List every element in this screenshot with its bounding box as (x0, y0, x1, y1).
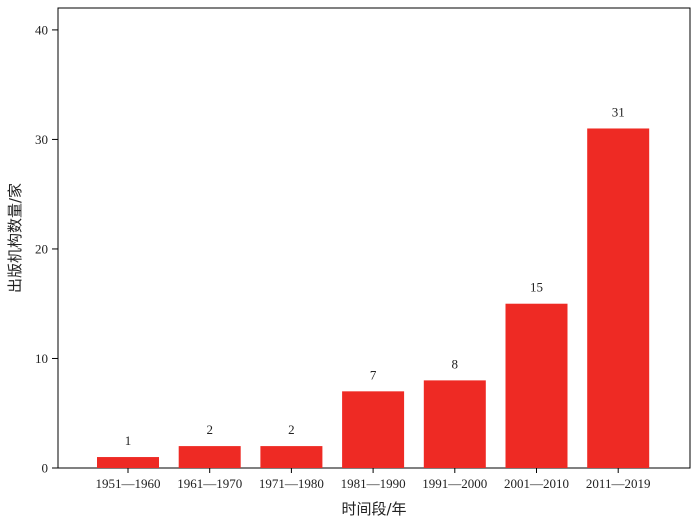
y-axis: 0 10 20 30 40 (35, 22, 58, 476)
data-label: 31 (612, 104, 625, 119)
data-label: 1 (125, 433, 132, 448)
x-axis-title: 时间段/年 (341, 500, 406, 518)
y-tick-label: 10 (35, 351, 48, 366)
y-tick-label: 0 (42, 461, 49, 476)
y-tick-label: 40 (35, 22, 48, 37)
y-tick-label: 30 (35, 132, 48, 147)
x-tick-label: 1961—1970 (177, 476, 242, 491)
bar-7 (587, 128, 650, 468)
x-tick-label: 2011—2019 (586, 476, 651, 491)
data-label: 8 (452, 356, 459, 371)
y-axis-title: 出版机构数量/家 (6, 183, 24, 293)
x-tick-label: 1971—1980 (259, 476, 324, 491)
bar-4 (342, 391, 405, 468)
x-tick-label: 2001—2010 (504, 476, 569, 491)
data-label: 15 (530, 280, 543, 295)
x-tick-label: 1991—2000 (422, 476, 487, 491)
x-tick-label: 1951—1960 (96, 476, 161, 491)
bar-5 (423, 380, 486, 468)
x-tick-label: 1981—1990 (341, 476, 406, 491)
data-label: 2 (288, 422, 295, 437)
bar-series (97, 128, 650, 468)
bar-3 (260, 446, 323, 468)
data-label: 7 (370, 367, 377, 382)
bar-6 (505, 303, 568, 468)
data-labels: 1 2 2 7 8 15 31 (125, 104, 625, 448)
data-label: 2 (206, 422, 213, 437)
x-axis: 1951—1960 1961—1970 1971—1980 1981—1990 1991… (96, 468, 651, 491)
bar-1 (97, 457, 159, 468)
bar-2 (178, 446, 241, 468)
y-tick-label: 20 (35, 241, 48, 256)
